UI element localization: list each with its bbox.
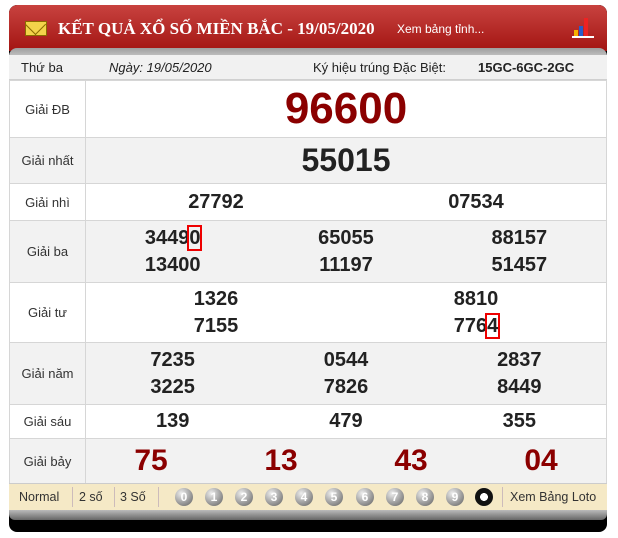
prize-number: 13 [264, 444, 298, 477]
digit-ball[interactable]: 8 [416, 488, 434, 506]
digit-ball[interactable]: 1 [205, 488, 223, 506]
draw-date: Ngày: 19/05/2020 [109, 60, 212, 75]
weekday: Thứ ba [21, 60, 63, 75]
row-second: Giải nhì 27792 07534 [9, 183, 607, 221]
digit-ball[interactable]: 2 [235, 488, 253, 506]
prize-number: 7764 [453, 312, 501, 339]
row-special: Giải ĐB 96600 [9, 80, 607, 138]
prize-label: Giải sáu [9, 404, 86, 439]
mail-icon [25, 21, 47, 36]
row-fifth: Giải năm 7235 0544 2837 3225 7826 8449 [9, 342, 607, 405]
highlighted-digit: 0 [187, 224, 203, 251]
page-title: KẾT QUẢ XỔ SỐ MIỀN BẮC - 19/05/2020 [58, 19, 375, 38]
results-table: Giải ĐB 96600 Giải nhất 55015 Giải nhì 2779… [9, 80, 607, 484]
prize-number: 3225 [150, 375, 195, 398]
digit-ball[interactable]: 9 [446, 488, 464, 506]
row-first: Giải nhất 55015 [9, 137, 607, 184]
prize-number: 07534 [448, 190, 504, 213]
prize-number: 8810 [453, 287, 499, 310]
prize-number: 75 [134, 444, 168, 477]
prize-label: Giải nhì [9, 183, 86, 221]
digit-ball[interactable]: 0 [175, 488, 193, 506]
prize-number: 479 [329, 410, 363, 432]
prize-number: 65055 [318, 226, 374, 249]
special-code-label: Ký hiệu trúng Đặc Biệt: [313, 60, 446, 75]
digit-ball[interactable]: 4 [295, 488, 313, 506]
digit-ball[interactable]: 7 [386, 488, 404, 506]
prize-number: 96600 [284, 84, 408, 133]
mode-normal[interactable]: Normal [19, 490, 60, 504]
prize-number: 1326 [193, 287, 239, 310]
prize-number: 8449 [497, 375, 542, 398]
view-loto-link[interactable]: Xem Bảng Loto [510, 490, 597, 504]
prize-number: 139 [155, 410, 190, 432]
prize-number: 13400 [144, 253, 201, 276]
prize-number: 55015 [301, 142, 391, 178]
mode-2-digit[interactable]: 2 số [79, 490, 103, 504]
prize-label: Giải nhất [9, 137, 86, 184]
prize-number: 0544 [323, 348, 369, 371]
row-sixth: Giải sáu 139 479 355 [9, 404, 607, 439]
yin-yang-icon[interactable] [475, 488, 493, 506]
prize-number: 04 [524, 444, 558, 477]
prize-number: 27792 [188, 190, 244, 213]
prize-label: Giải bảy [9, 438, 86, 484]
row-seventh: Giải bảy 75 13 43 04 [9, 438, 607, 484]
prize-label: Giải năm [9, 342, 86, 405]
header: KẾT QUẢ XỔ SỐ MIỀN BẮC - 19/05/2020 Xem … [9, 5, 607, 51]
view-province-link[interactable]: Xem bảng tỉnh... [397, 22, 485, 36]
row-third: Giải ba 34490 65055 88157 13400 11197 51… [9, 220, 607, 283]
prize-label: Giải ba [9, 220, 86, 283]
prize-label: Giải tư [9, 282, 86, 343]
lottery-result-panel: KẾT QUẢ XỔ SỐ MIỀN BẮC - 19/05/2020 Xem … [9, 5, 607, 532]
special-code: 15GC-6GC-2GC [478, 60, 575, 75]
mode-3-digit[interactable]: 3 Số [120, 490, 146, 504]
prize-number: 7235 [150, 348, 195, 371]
prize-number: 11197 [319, 253, 373, 276]
bar-chart-icon[interactable] [572, 18, 594, 38]
prize-number: 2837 [497, 348, 542, 371]
prize-number: 88157 [491, 226, 548, 249]
prize-number: 43 [394, 444, 428, 477]
digit-ball[interactable]: 6 [356, 488, 374, 506]
info-row: Thứ ba Ngày: 19/05/2020 Ký hiệu trúng Đặ… [9, 55, 607, 80]
highlighted-digit: 4 [485, 312, 501, 339]
prize-number: 34490 [144, 224, 203, 251]
digit-ball[interactable]: 3 [265, 488, 283, 506]
prize-number: 7155 [193, 314, 239, 337]
digit-ball[interactable]: 5 [325, 488, 343, 506]
footer-toolbar: Normal 2 số 3 Số 0 1 2 3 4 5 6 7 8 9 Xem… [9, 483, 607, 510]
prize-number: 7826 [323, 375, 369, 398]
prize-number: 355 [502, 410, 536, 432]
row-fourth: Giải tư 1326 8810 7155 7764 [9, 282, 607, 343]
prize-label: Giải ĐB [9, 80, 86, 138]
prize-number: 51457 [491, 253, 548, 276]
